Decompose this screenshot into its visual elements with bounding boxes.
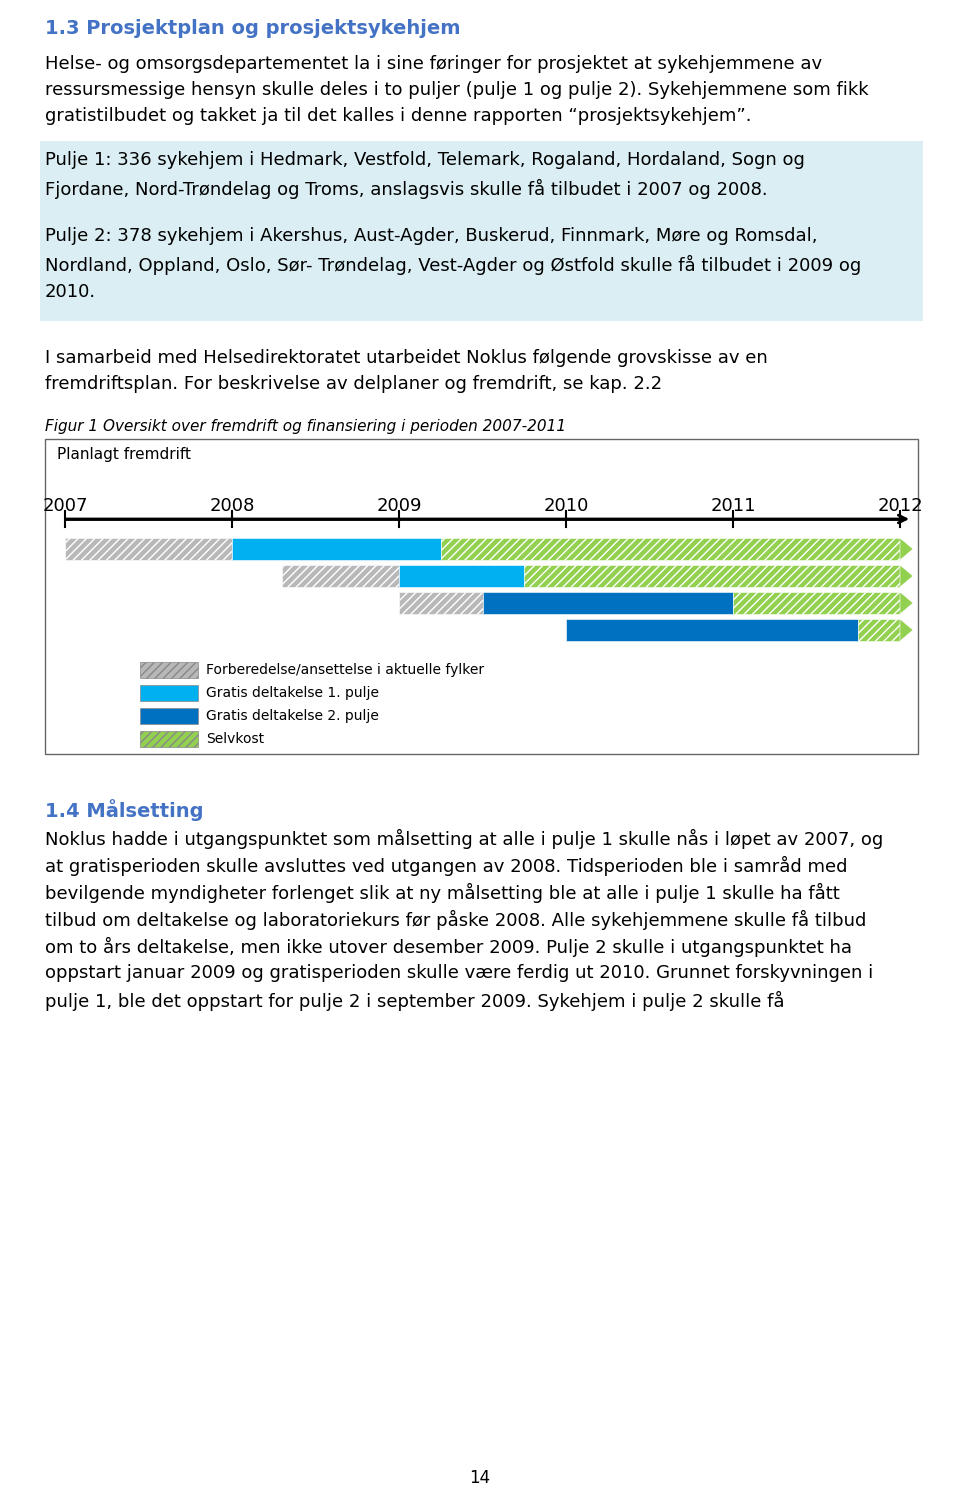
Bar (858, 619, 900, 640)
Polygon shape (900, 565, 913, 588)
Text: pulje 1, ble det oppstart for pulje 2 i september 2009. Sykehjem i pulje 2 skull: pulje 1, ble det oppstart for pulje 2 i … (45, 992, 784, 1011)
Text: Pulje 2: 378 sykehjem i Akershus, Aust-Agder, Buskerud, Finnmark, Møre og Romsda: Pulje 2: 378 sykehjem i Akershus, Aust-A… (45, 228, 818, 246)
Bar (733, 592, 900, 613)
Bar (40, 142, 923, 217)
Text: Gratis deltakelse 2. pulje: Gratis deltakelse 2. pulje (206, 708, 379, 723)
Text: 2010.: 2010. (45, 283, 96, 301)
Text: 2008: 2008 (209, 497, 254, 515)
Text: Selvkost: Selvkost (206, 732, 264, 746)
Text: 2. pulje, del 1: 2. pulje, del 1 (565, 597, 651, 609)
Text: Noklus hadde i utgangspunktet som målsetting at alle i pulje 1 skulle nås i løpe: Noklus hadde i utgangspunktet som målset… (45, 829, 883, 848)
Text: tilbud om deltakelse og laboratoriekurs før påske 2008. Alle sykehjemmene skulle: tilbud om deltakelse og laboratoriekurs … (45, 910, 866, 930)
Text: 2011: 2011 (710, 497, 756, 515)
Bar (524, 565, 900, 588)
Text: Forberedelse/ansettelse i aktuelle fylker: Forberedelse/ansettelse i aktuelle fylke… (206, 663, 484, 677)
Text: Planlagt fremdrift: Planlagt fremdrift (57, 448, 191, 463)
Polygon shape (900, 619, 913, 640)
Text: 2. pulje, del 2: 2. pulje, del 2 (669, 624, 755, 636)
Bar (399, 565, 524, 588)
Bar (483, 592, 733, 613)
Text: Nordland, Oppland, Oslo, Sør- Trøndelag, Vest-Agder og Østfold skulle få tilbude: Nordland, Oppland, Oslo, Sør- Trøndelag,… (45, 255, 861, 276)
Text: Helse- og omsorgsdepartementet la i sine føringer for prosjektet at sykehjemmene: Helse- og omsorgsdepartementet la i sine… (45, 54, 822, 72)
Text: Fjordane, Nord-Trøndelag og Troms, anslagsvis skulle få tilbudet i 2007 og 2008.: Fjordane, Nord-Trøndelag og Troms, ansla… (45, 179, 768, 199)
Text: Figur 1 Oversikt over fremdrift og finansiering i perioden 2007-2011: Figur 1 Oversikt over fremdrift og finan… (45, 419, 566, 434)
Bar (140, 662, 198, 678)
Text: 2010: 2010 (543, 497, 588, 515)
Text: 2007: 2007 (42, 497, 87, 515)
Bar (566, 619, 858, 640)
Text: at gratisperioden skulle avsluttes ved utgangen av 2008. Tidsperioden ble i samr: at gratisperioden skulle avsluttes ved u… (45, 856, 848, 876)
Text: bevilgende myndigheter forlenget slik at ny målsetting ble at alle i pulje 1 sku: bevilgende myndigheter forlenget slik at… (45, 883, 840, 903)
Bar (232, 538, 441, 561)
Polygon shape (900, 538, 913, 561)
Text: I samarbeid med Helsedirektoratet utarbeidet Noklus følgende grovskisse av en: I samarbeid med Helsedirektoratet utarbe… (45, 350, 768, 368)
Bar (45, 439, 918, 754)
Polygon shape (900, 592, 913, 613)
Text: 1. pulje, del 2: 1. pulje, del 2 (419, 570, 504, 583)
Text: 2012: 2012 (877, 497, 923, 515)
Text: gratistilbudet og takket ja til det kalles i denne rapporten “prosjektsykehjem”.: gratistilbudet og takket ja til det kall… (45, 107, 752, 125)
Bar (140, 731, 198, 747)
Text: 2009: 2009 (376, 497, 421, 515)
Bar (140, 686, 198, 701)
Text: 14: 14 (469, 1469, 491, 1487)
Bar (282, 565, 399, 588)
Text: oppstart januar 2009 og gratisperioden skulle være ferdig ut 2010. Grunnet forsk: oppstart januar 2009 og gratisperioden s… (45, 964, 874, 983)
Bar (65, 538, 232, 561)
Text: Gratis deltakelse 1. pulje: Gratis deltakelse 1. pulje (206, 686, 379, 699)
Bar (40, 217, 923, 321)
Text: 1.4 Målsetting: 1.4 Målsetting (45, 799, 204, 821)
Text: 1.3 Prosjektplan og prosjektsykehjem: 1.3 Prosjektplan og prosjektsykehjem (45, 20, 461, 38)
Text: Pulje 1: 336 sykehjem i Hedmark, Vestfold, Telemark, Rogaland, Hordaland, Sogn o: Pulje 1: 336 sykehjem i Hedmark, Vestfol… (45, 151, 804, 169)
Bar (441, 538, 900, 561)
Text: 1. pulje, del 1: 1. pulje, del 1 (294, 543, 379, 556)
Bar (399, 592, 483, 613)
Text: om to års deltakelse, men ikke utover desember 2009. Pulje 2 skulle i utgangspun: om to års deltakelse, men ikke utover de… (45, 937, 852, 957)
Text: fremdriftsplan. For beskrivelse av delplaner og fremdrift, se kap. 2.2: fremdriftsplan. For beskrivelse av delpl… (45, 375, 662, 393)
Bar (140, 708, 198, 723)
Text: ressursmessige hensyn skulle deles i to puljer (pulje 1 og pulje 2). Sykehjemmen: ressursmessige hensyn skulle deles i to … (45, 81, 869, 99)
